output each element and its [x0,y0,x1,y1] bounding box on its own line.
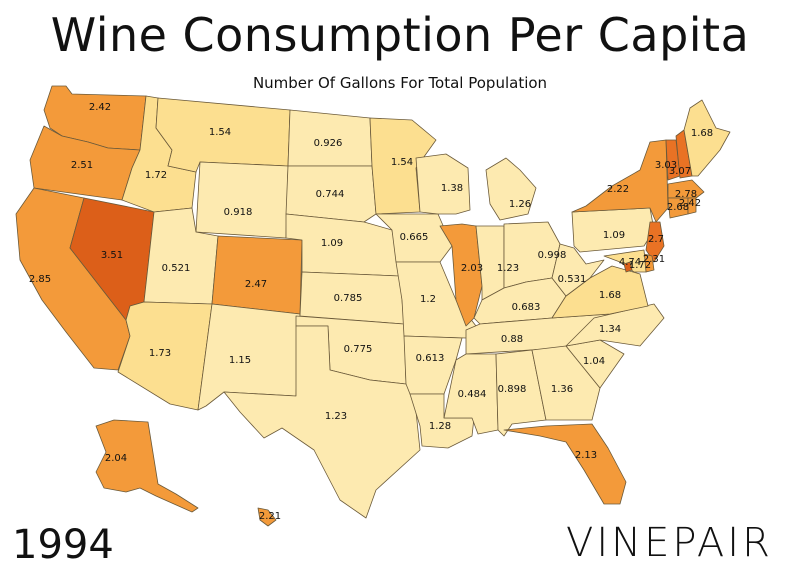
state-HI[interactable] [257,507,277,527]
label-CA: 2.85 [29,274,51,285]
label-TX: 1.23 [325,411,347,422]
state-WY[interactable] [195,161,289,239]
state-FL[interactable] [503,423,627,505]
label-OH: 0.998 [538,250,567,261]
label-FL: 2.13 [575,450,597,461]
label-LA: 1.28 [429,421,451,432]
label-DC: 4.74 [619,257,641,268]
label-MD: 1.72 [629,260,651,271]
year-label: 1994 [12,522,114,568]
state-LA[interactable] [409,393,475,449]
chart-title: Wine Consumption Per Capita [50,8,750,62]
label-DE: 2.31 [643,254,665,265]
state-MA[interactable] [667,179,705,199]
label-WV: 0.531 [558,274,587,285]
label-IL: 2.03 [461,263,483,274]
state-SD[interactable] [285,165,377,223]
label-UT: 0.521 [162,263,191,274]
state-TX[interactable] [223,325,421,519]
label-GA: 1.36 [551,384,573,395]
label-MA: 2.78 [675,189,697,200]
state-DC[interactable] [623,261,633,273]
label-SC: 1.04 [583,356,605,367]
label-NM: 1.15 [229,355,251,366]
label-OK: 0.775 [344,344,373,355]
state-CO[interactable] [211,235,303,315]
label-AZ: 1.73 [149,348,171,359]
label-MI: 1.26 [509,199,531,210]
label-NV: 3.51 [101,250,123,261]
label-RI: 2.42 [679,198,701,209]
state-WV[interactable] [551,243,605,297]
label-HI: 2.21 [259,511,281,522]
chart-subtitle: Number Of Gallons For Total Population [252,74,548,92]
label-VA: 1.68 [599,290,621,301]
label-MT: 1.54 [209,127,231,138]
state-RI[interactable] [687,197,697,215]
label-ND: 0.926 [314,138,343,149]
label-SD: 0.744 [316,189,345,200]
state-NJ[interactable] [645,221,665,263]
label-TN: 0.88 [501,334,523,345]
label-ME: 1.68 [691,128,713,139]
label-NY: 2.22 [607,184,629,195]
label-OR: 2.51 [71,160,93,171]
label-IA: 0.665 [400,232,429,243]
state-WI[interactable] [415,153,471,215]
label-AK: 2.04 [105,453,127,464]
label-NC: 1.34 [599,324,621,335]
label-ID: 1.72 [145,170,167,181]
label-WI: 1.38 [441,183,463,194]
state-ME[interactable] [683,99,731,177]
brand-logo: VINEPAIR [566,520,773,566]
label-KS: 0.785 [334,293,363,304]
label-MS: 0.484 [458,389,487,400]
label-KY: 0.683 [512,302,541,313]
label-WY: 0.918 [224,207,253,218]
label-MN: 1.54 [391,157,413,168]
label-IN: 1.23 [497,263,519,274]
label-CT: 2.68 [667,202,689,213]
label-AL: 0.898 [498,384,527,395]
label-NJ: 2.7 [648,234,664,245]
label-NH: 3.07 [669,166,691,177]
label-CO: 2.47 [245,279,267,290]
label-NE: 1.09 [321,238,343,249]
state-GA[interactable] [531,345,601,421]
state-MI[interactable] [485,157,537,221]
state-NC[interactable] [565,303,665,347]
label-VT: 3.03 [655,160,677,171]
label-MO: 1.2 [420,294,436,305]
state-NY[interactable] [571,139,669,223]
label-WA: 2.42 [89,102,111,113]
label-PA: 1.09 [603,230,625,241]
label-AR: 0.613 [416,353,445,364]
state-MD[interactable] [603,249,647,273]
state-AK[interactable] [95,419,199,513]
